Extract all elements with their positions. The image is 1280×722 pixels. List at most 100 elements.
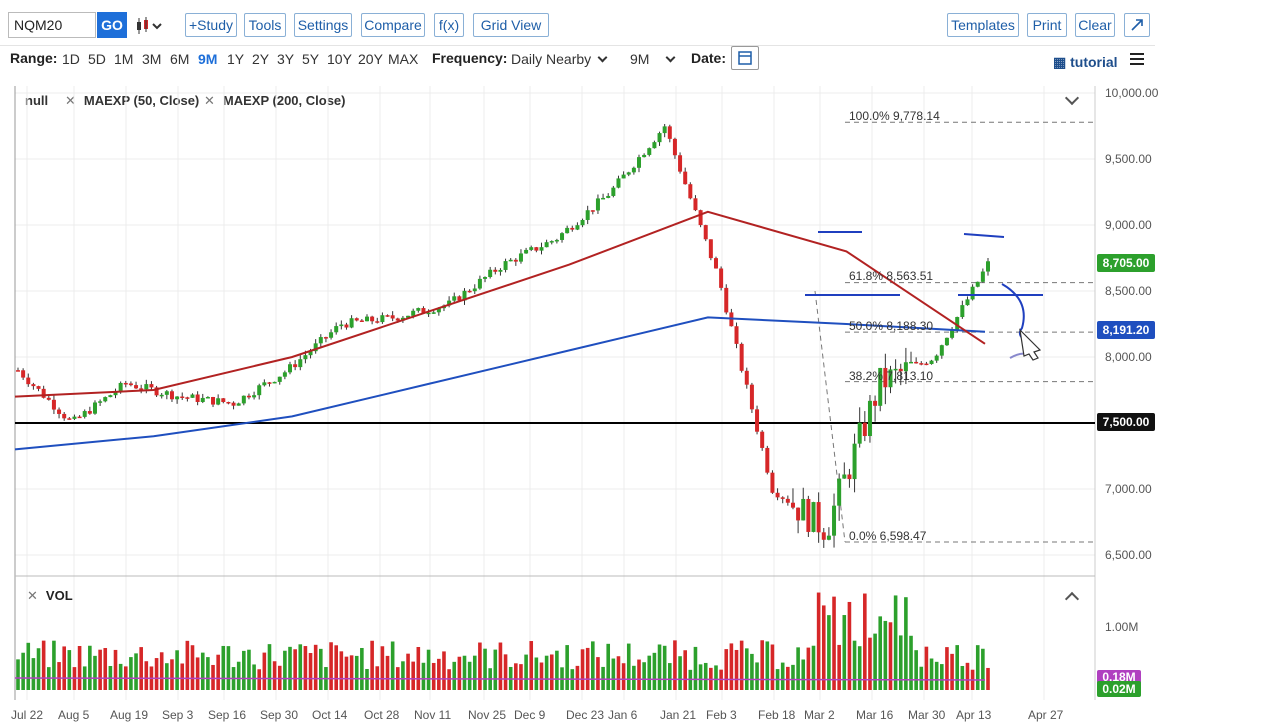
range-2y[interactable]: 2Y xyxy=(252,51,270,67)
volume-bar xyxy=(816,592,821,690)
volume-bar xyxy=(755,662,759,690)
volume-bar xyxy=(144,661,149,690)
volume-bar xyxy=(524,654,528,690)
annotation-line xyxy=(963,233,1005,238)
candlestick-icon xyxy=(137,17,162,34)
volume-bar xyxy=(734,649,739,690)
candle-body xyxy=(426,312,431,315)
candle-body xyxy=(760,431,765,448)
chart-type-dropdown[interactable] xyxy=(135,16,167,36)
volume-bar xyxy=(426,649,431,690)
ma50-name: MAEXP (50, Close) xyxy=(83,93,200,108)
volume-bar xyxy=(493,649,498,690)
remove-volume-icon[interactable]: ✕ xyxy=(27,588,38,603)
volume-bar xyxy=(986,667,990,690)
candle-body xyxy=(744,370,749,385)
volume-bar xyxy=(975,645,980,690)
volume-bar xyxy=(503,654,508,690)
clear-button[interactable]: Clear xyxy=(1075,13,1115,37)
tutorial-label: tutorial xyxy=(1070,54,1118,70)
volume-bar xyxy=(729,643,734,690)
popout-icon xyxy=(1131,19,1143,31)
candle-body xyxy=(359,320,364,322)
date-picker-button[interactable] xyxy=(731,46,759,70)
candle-body xyxy=(77,416,82,419)
volume-bar xyxy=(257,669,262,690)
candle-body xyxy=(31,384,36,387)
candle-body xyxy=(72,416,77,419)
y-tick: 9,000.00 xyxy=(1105,218,1152,232)
candle-body xyxy=(611,187,616,196)
candle-body xyxy=(436,308,441,313)
volume-bar xyxy=(591,641,595,690)
candle-body xyxy=(724,287,729,313)
tools-button[interactable]: Tools xyxy=(244,13,286,37)
range-3m[interactable]: 3M xyxy=(142,51,162,67)
print-button[interactable]: Print xyxy=(1027,13,1067,37)
candle-body xyxy=(806,498,811,532)
range-5d[interactable]: 5D xyxy=(88,51,106,67)
volume-bar xyxy=(293,649,297,690)
candle-body xyxy=(323,337,328,339)
candle-body xyxy=(180,396,185,399)
top-toolbar: NQM20 GO +Study Tools Settings Compare f… xyxy=(0,0,1155,46)
candle-body xyxy=(267,382,272,384)
volume-bar xyxy=(360,647,364,690)
symbol-input[interactable]: NQM20 xyxy=(8,12,96,38)
candle-body xyxy=(246,395,251,398)
volume-bar xyxy=(308,653,313,690)
candle-body xyxy=(493,269,498,272)
grid-view-button[interactable]: Grid View xyxy=(473,13,549,37)
candle-body xyxy=(503,261,508,270)
add-study-button[interactable]: +Study xyxy=(185,13,237,37)
volume-bar xyxy=(760,640,764,690)
candle-body xyxy=(703,225,708,240)
candle-body xyxy=(288,364,293,373)
go-button[interactable]: GO xyxy=(97,12,127,38)
candle-body xyxy=(975,281,980,287)
range-5y[interactable]: 5Y xyxy=(302,51,320,67)
period-dropdown[interactable]: 9M xyxy=(630,51,676,67)
menu-icon[interactable] xyxy=(1130,53,1144,65)
remove-ma50-icon[interactable]: ✕ xyxy=(65,93,76,108)
x-tick: Jan 21 xyxy=(660,708,697,722)
range-6m[interactable]: 6M xyxy=(170,51,190,67)
range-1m[interactable]: 1M xyxy=(114,51,134,67)
calendar-icon xyxy=(738,51,752,65)
remove-ma200-icon[interactable]: ✕ xyxy=(204,93,215,108)
volume-bar xyxy=(226,646,231,690)
candle-body xyxy=(226,401,231,404)
tutorial-link[interactable]: ▦ tutorial xyxy=(1053,54,1118,71)
candle-body xyxy=(293,364,298,368)
volume-bar xyxy=(544,655,549,690)
volume-bar xyxy=(313,644,318,690)
main-study-legend: null xyxy=(25,93,48,108)
frequency-dropdown[interactable]: Daily Nearby xyxy=(511,51,608,67)
range-3y[interactable]: 3Y xyxy=(277,51,295,67)
candle-body xyxy=(719,268,724,288)
fx-button[interactable]: f(x) xyxy=(434,13,464,37)
templates-button[interactable]: Templates xyxy=(947,13,1019,37)
fib-label-0: 0.0% 6,598.47 xyxy=(849,529,927,543)
volume-bar xyxy=(41,640,46,690)
x-tick: Sep 3 xyxy=(162,708,194,722)
settings-button[interactable]: Settings xyxy=(294,13,352,37)
main-study-name: null xyxy=(25,93,49,108)
range-10y[interactable]: 10Y xyxy=(327,51,352,67)
popout-button[interactable] xyxy=(1124,13,1150,37)
range-max[interactable]: MAX xyxy=(388,51,419,67)
candle-body xyxy=(411,310,416,316)
range-1y[interactable]: 1Y xyxy=(227,51,245,67)
compare-button[interactable]: Compare xyxy=(361,13,425,37)
candle-body xyxy=(888,369,893,388)
y-tick: 8,000.00 xyxy=(1105,350,1152,364)
candle-body xyxy=(169,391,174,400)
candle-body xyxy=(472,288,477,292)
range-20y[interactable]: 20Y xyxy=(358,51,383,67)
volume-bar xyxy=(929,658,934,690)
candle-body xyxy=(657,133,662,143)
range-1d[interactable]: 1D xyxy=(62,51,80,67)
range-9m[interactable]: 9M xyxy=(198,51,218,67)
volume-bar xyxy=(211,664,215,690)
